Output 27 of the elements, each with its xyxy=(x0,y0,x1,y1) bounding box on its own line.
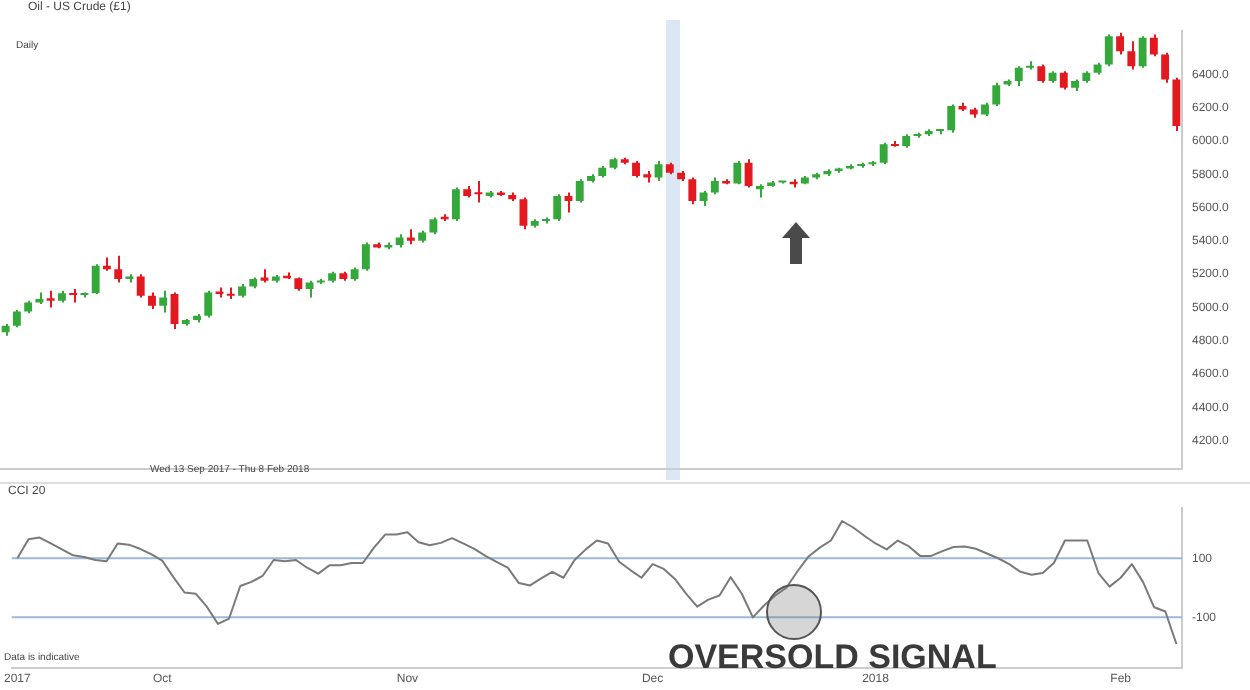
candlestick xyxy=(114,254,123,284)
candlestick xyxy=(733,159,742,186)
candlestick xyxy=(204,289,213,319)
candlestick xyxy=(1172,76,1181,133)
candlestick xyxy=(1149,33,1158,58)
candlestick xyxy=(159,289,168,314)
candlestick xyxy=(1127,40,1136,71)
candlestick xyxy=(1037,63,1046,84)
candlestick xyxy=(1161,51,1170,84)
candlestick xyxy=(451,186,460,222)
candlestick xyxy=(136,273,145,299)
candlestick xyxy=(1014,65,1023,88)
candlestick xyxy=(553,193,562,222)
candlestick xyxy=(744,158,753,189)
candlestick xyxy=(361,241,370,272)
candlestick xyxy=(575,178,584,204)
candlestick xyxy=(1138,35,1147,69)
candlestick xyxy=(879,141,888,166)
candlestick xyxy=(1104,33,1113,68)
candlestick xyxy=(1116,31,1125,56)
candlestick xyxy=(564,191,573,214)
candlestick xyxy=(519,196,528,231)
candlestick xyxy=(688,176,697,206)
candlestick xyxy=(992,81,1001,108)
candlestick xyxy=(654,159,663,182)
candlestick xyxy=(91,263,100,296)
candlestick xyxy=(1059,70,1068,91)
